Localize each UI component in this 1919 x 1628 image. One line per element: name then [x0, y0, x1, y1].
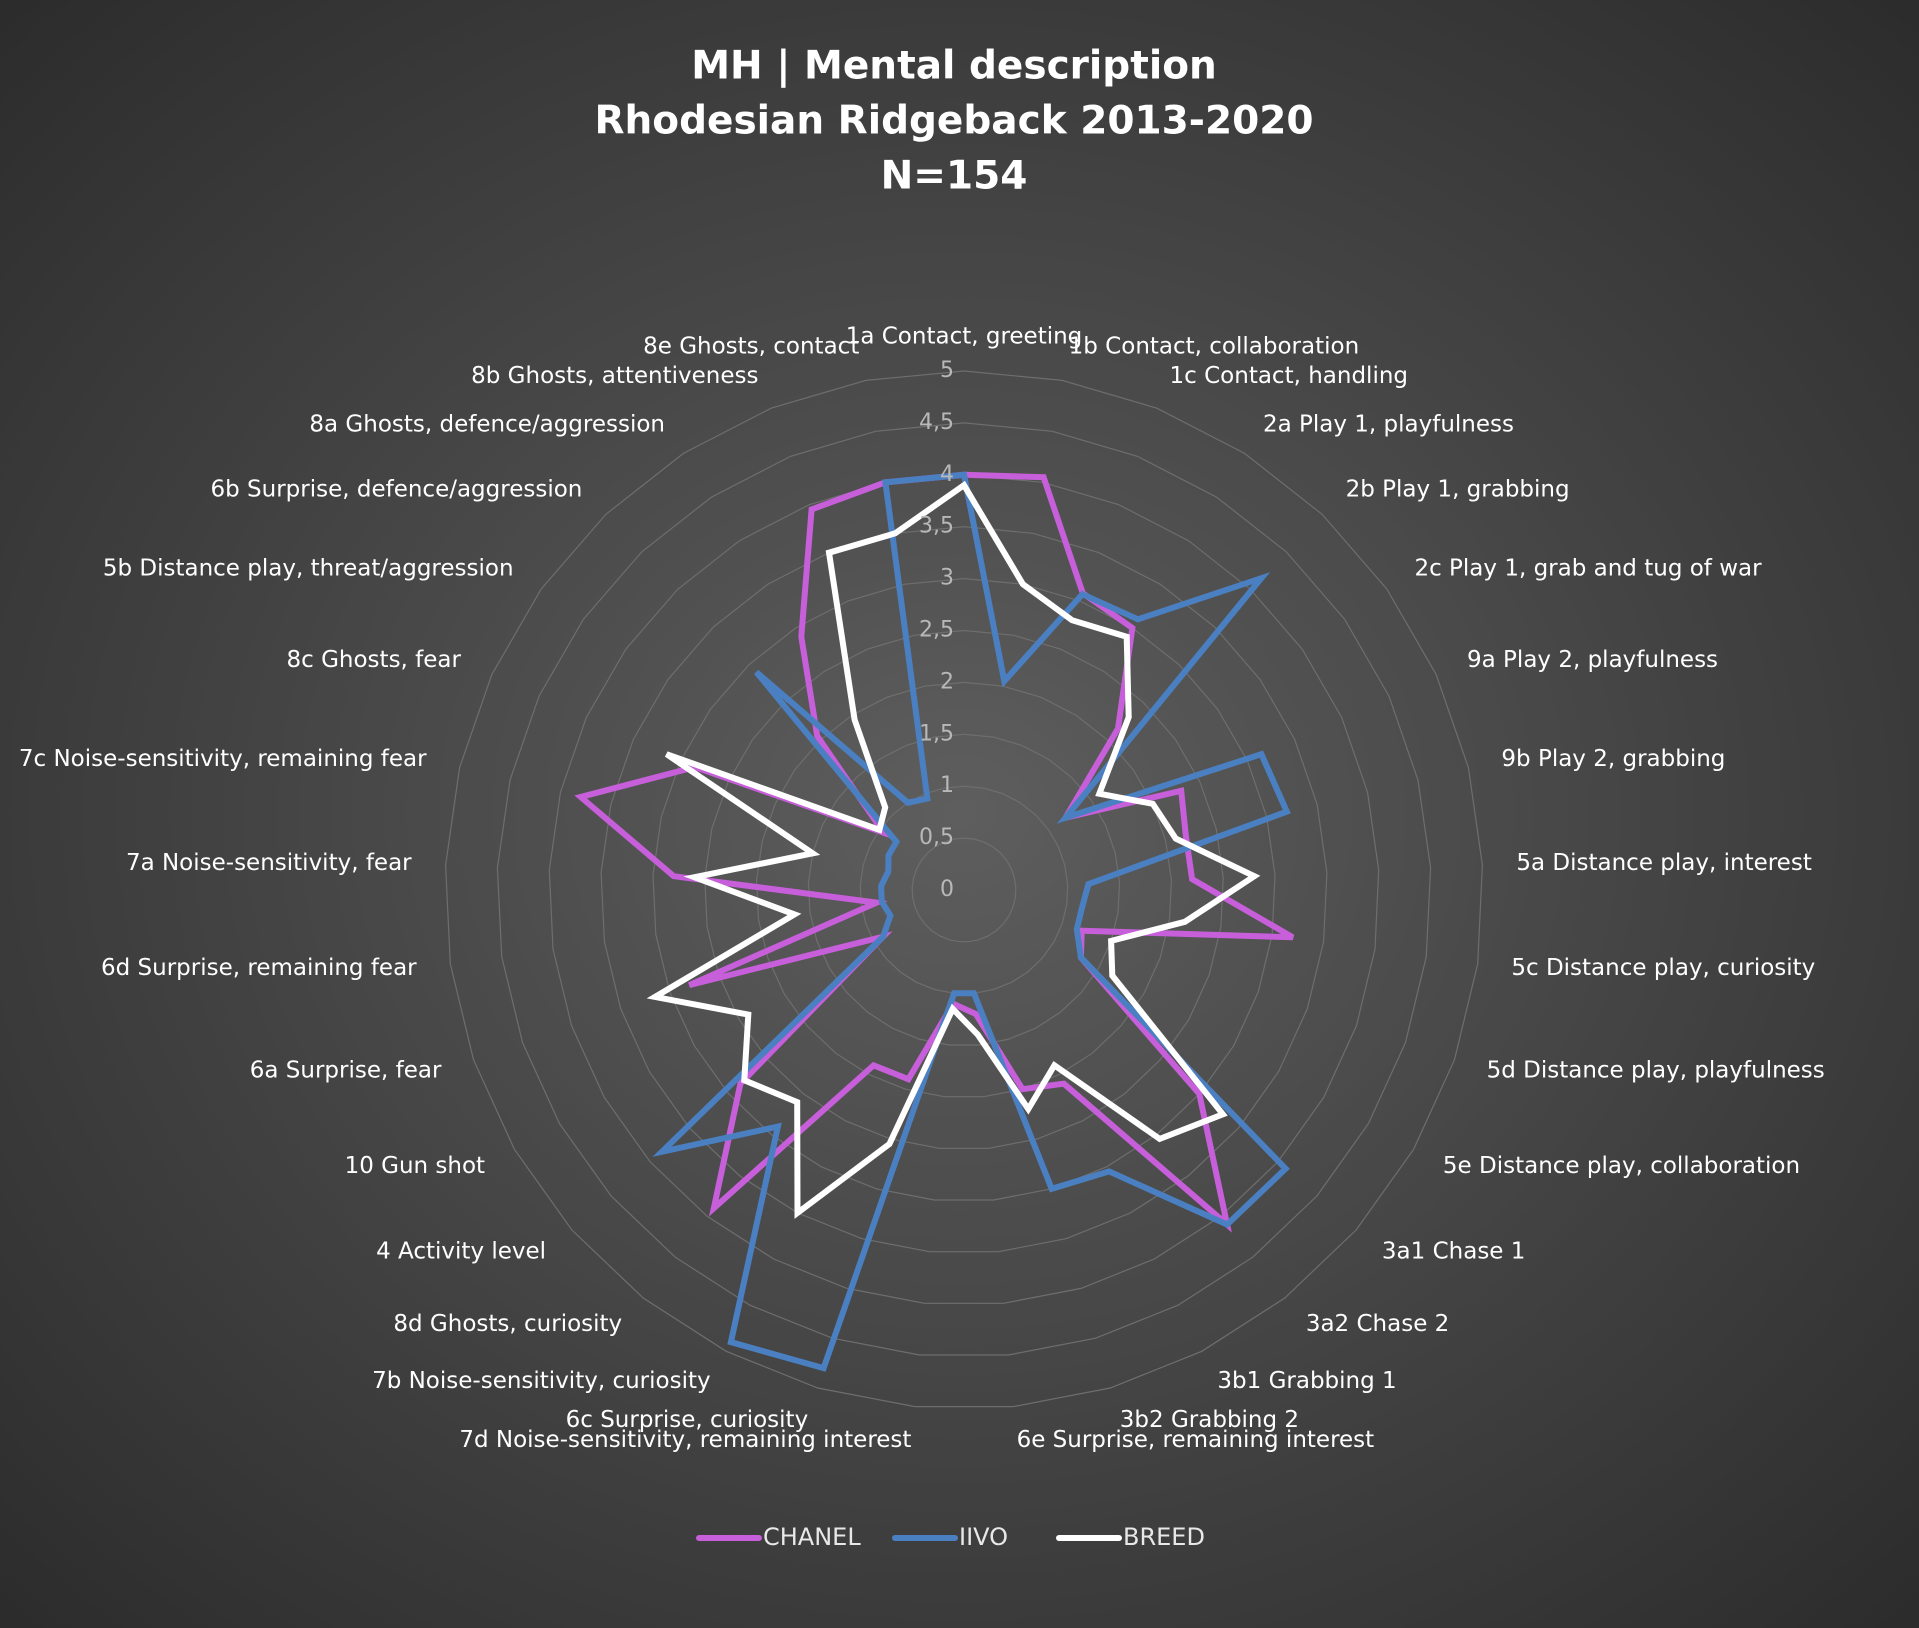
y-tick-label: 0,5: [919, 825, 954, 850]
grid-line: [911, 837, 1017, 943]
y-tick-label: 1,5: [919, 721, 954, 746]
category-label: 5d Distance play, playfulness: [1487, 1057, 1825, 1083]
category-label: 8c Ghosts, fear: [287, 647, 462, 673]
grid-line: [548, 474, 1380, 1304]
legend-label: BREED: [1123, 1523, 1205, 1551]
grid-line: [600, 526, 1328, 1253]
series-group: [574, 471, 1295, 1372]
grid-line: [755, 681, 1173, 1098]
category-label: 8a Ghosts, defence/aggression: [309, 411, 665, 437]
category-label: 2c Play 1, grab and tug of war: [1414, 556, 1762, 582]
category-label: 5c Distance play, curiosity: [1511, 955, 1815, 981]
category-label: 2b Play 1, grabbing: [1346, 476, 1570, 502]
category-label: 6e Surprise, remaining interest: [1017, 1427, 1375, 1453]
category-label: 10 Gun shot: [345, 1153, 486, 1179]
y-tick-label: 5: [940, 358, 954, 383]
category-label: 3a2 Chase 2: [1306, 1311, 1449, 1337]
grid-line: [496, 422, 1432, 1356]
category-label: 1a Contact, greeting: [846, 324, 1083, 350]
y-tick-label: 0: [940, 877, 954, 902]
legend-label: CHANEL: [763, 1523, 861, 1551]
y-tick-label: 3: [940, 566, 954, 591]
y-tick-label: 2: [940, 669, 954, 694]
grid-line: [652, 577, 1276, 1201]
category-label: 9a Play 2, playfulness: [1467, 647, 1718, 673]
grid-line: [704, 629, 1224, 1149]
category-label: 3b1 Grabbing 1: [1217, 1368, 1396, 1394]
chart-title: MH | Mental description: [691, 44, 1217, 89]
category-label: 8b Ghosts, attentiveness: [471, 363, 758, 389]
y-tick-label: 1: [940, 773, 954, 798]
y-tick-label: 3,5: [919, 514, 954, 539]
category-label: 6d Surprise, remaining fear: [101, 955, 417, 981]
category-label: 5e Distance play, collaboration: [1443, 1153, 1800, 1179]
category-label: 8e Ghosts, contact: [643, 333, 859, 359]
category-label: 1c Contact, handling: [1170, 363, 1409, 389]
category-label: 4 Activity level: [376, 1239, 546, 1265]
category-label: 7c Noise-sensitivity, remaining fear: [19, 746, 427, 772]
category-label: 7a Noise-sensitivity, fear: [126, 850, 412, 876]
y-tick-label: 4: [940, 462, 954, 487]
category-label: 6a Surprise, fear: [250, 1057, 442, 1083]
chart-title: Rhodesian Ridgeback 2013-2020: [594, 99, 1313, 144]
category-label: 3a1 Chase 1: [1382, 1239, 1525, 1265]
category-label: 5a Distance play, interest: [1516, 850, 1811, 876]
y-tick-label: 2,5: [919, 618, 954, 643]
category-label: 1b Contact, collaboration: [1069, 333, 1360, 359]
category-label: 9b Play 2, grabbing: [1501, 746, 1725, 772]
category-label: 6c Surprise, curiosity: [566, 1407, 809, 1433]
category-label: 3b2 Grabbing 2: [1120, 1407, 1299, 1433]
category-label: 6b Surprise, defence/aggression: [210, 476, 582, 502]
category-label: 7b Noise-sensitivity, curiosity: [372, 1368, 711, 1394]
category-label: 2a Play 1, playfulness: [1263, 411, 1514, 437]
category-label: 5b Distance play, threat/aggression: [103, 556, 514, 582]
category-label: 8d Ghosts, curiosity: [393, 1311, 622, 1337]
category-label: 7d Noise-sensitivity, remaining interest: [459, 1427, 911, 1453]
series-line: [646, 480, 1261, 1219]
legend-label: IIVO: [959, 1523, 1008, 1551]
series-line: [652, 471, 1291, 1372]
legend: CHANEL IIVO BREED: [696, 1523, 1205, 1551]
y-tick-label: 4,5: [919, 410, 954, 435]
grid-line: [444, 370, 1484, 1408]
chart-title: N=154: [881, 154, 1028, 199]
labels: 0 0,5 1 1,5 2 2,5 3 3,5 4 4,5 5 1a Contact, greetin…: [19, 324, 1825, 1453]
